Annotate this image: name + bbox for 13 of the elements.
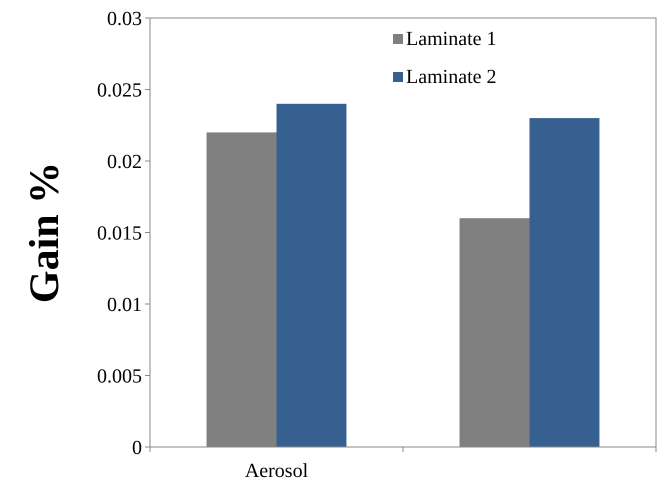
legend-label: Laminate 2 — [406, 66, 497, 88]
y-tick-label: 0.025 — [97, 80, 142, 102]
y-tick-label: 0 — [132, 437, 142, 459]
y-tick-label: 0.01 — [107, 294, 142, 316]
y-tick-label: 0.005 — [97, 366, 142, 388]
legend-label: Laminate 1 — [406, 28, 497, 50]
x-tick-label: Aerosol — [244, 460, 309, 482]
y-tick-label: 0.02 — [107, 151, 142, 173]
y-tick-label: 0.015 — [97, 222, 142, 244]
bar — [530, 118, 600, 447]
y-tick-label: 0.03 — [107, 8, 142, 30]
y-axis-title: Gain % — [22, 162, 68, 304]
bar — [276, 104, 346, 447]
